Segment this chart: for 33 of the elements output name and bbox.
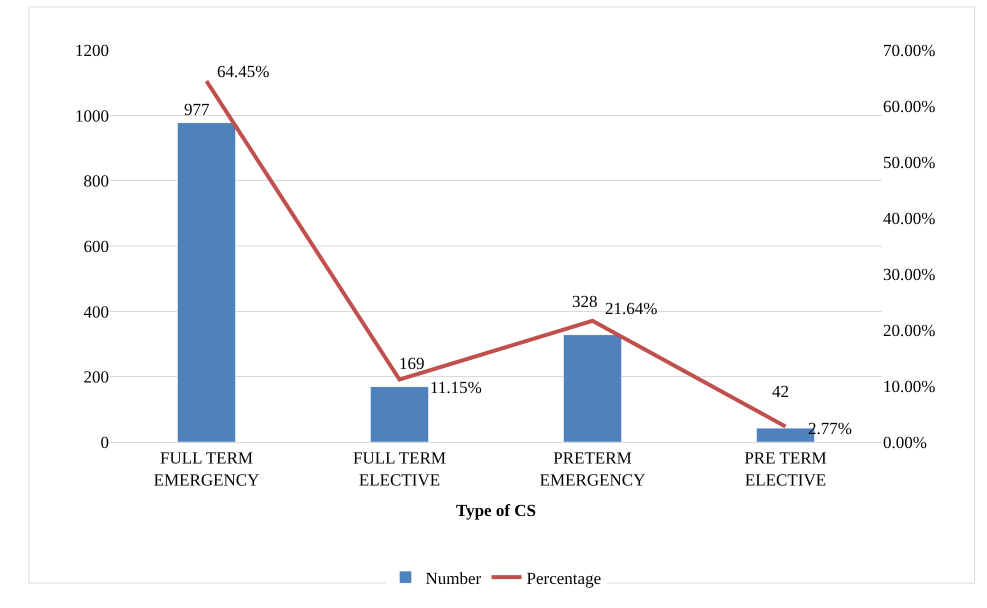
- data-label: 169: [399, 354, 424, 373]
- y2-tick-label: 60.00%: [883, 96, 936, 116]
- legend-label: Percentage: [526, 568, 602, 588]
- x-tick-label: PRETERM EMERGENCY: [540, 448, 646, 490]
- x-tick-label: FULL TERM EMERGENCY: [154, 448, 260, 490]
- bar: [370, 386, 429, 442]
- x-tick-label: PRE TERM ELECTIVE: [744, 448, 827, 490]
- y2-tick-label: 30.00%: [883, 264, 936, 284]
- y-tick-label: 1000: [75, 106, 109, 126]
- x-tick-label: FULL TERM ELECTIVE: [352, 448, 446, 490]
- y2-tick-label: 40.00%: [883, 208, 936, 228]
- y-tick-label: 600: [84, 236, 109, 256]
- y-tick-label: 0: [100, 432, 109, 452]
- data-label: 977: [184, 100, 210, 119]
- data-label: 42: [772, 382, 789, 401]
- y-tick-label: 200: [84, 368, 109, 387]
- x-axis-title: Type of CS: [456, 500, 536, 520]
- data-label: 11.15%: [430, 378, 482, 397]
- data-label: 2.77%: [808, 419, 852, 438]
- legend-label: Number: [426, 568, 482, 588]
- data-label: 64.45%: [217, 62, 270, 81]
- y2-tick-label: 70.00%: [883, 40, 936, 60]
- data-label: 328: [572, 292, 598, 311]
- bar: [563, 334, 622, 442]
- y2-tick-label: 20.00%: [883, 320, 936, 340]
- y-tick-label: 800: [84, 172, 109, 191]
- y-tick-label: 400: [84, 302, 109, 322]
- data-label: 21.64%: [605, 299, 658, 318]
- y2-tick-label: 10.00%: [883, 376, 936, 396]
- bar: [177, 122, 236, 442]
- y-tick-label: 1200: [75, 40, 109, 60]
- y2-tick-label: 50.00%: [883, 152, 936, 172]
- y2-tick-label: 0.00%: [883, 432, 927, 452]
